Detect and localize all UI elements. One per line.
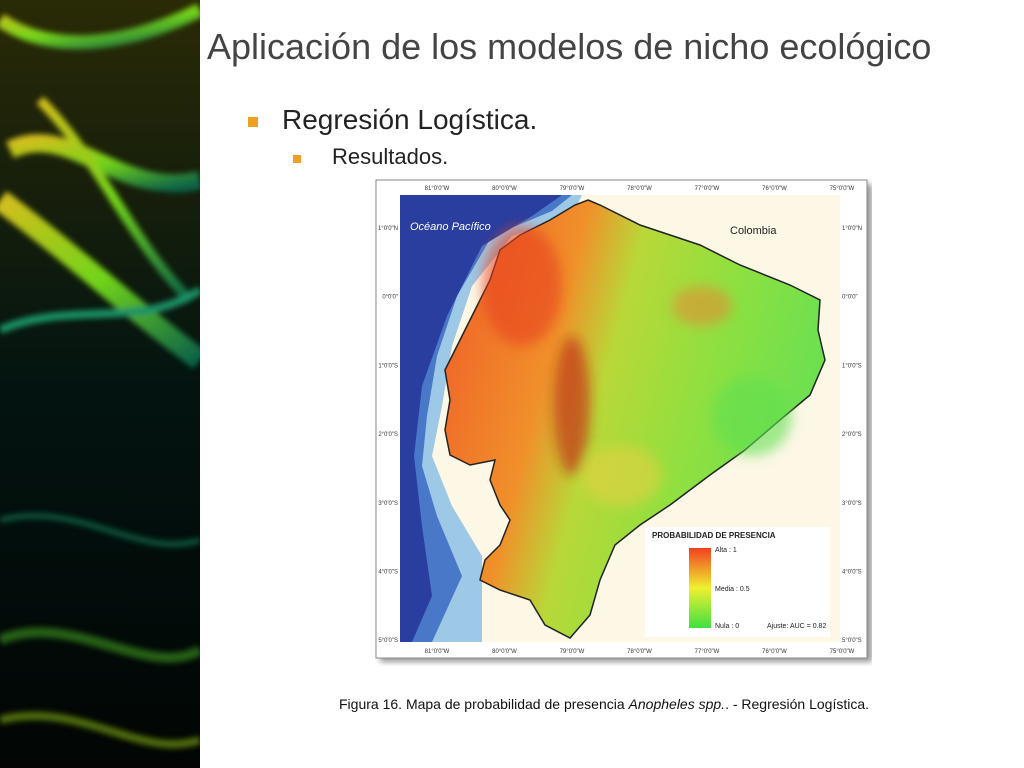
ocean-label: Océano Pacífico [410,221,491,233]
latitude-label: 4°0'0"S [378,570,398,576]
legend-ramp [689,548,711,628]
country-label: Colombia [730,225,777,237]
longitude-label: 81°0'0"W [425,186,450,192]
latitude-label: 1°0'0"N [378,226,398,232]
map-figure: Océano Pacífico Colombia PROBABILIDAD DE… [375,179,872,662]
longitude-label: 80°0'0"W [492,186,517,192]
map-texture [482,226,792,506]
longitude-label: 77°0'0"W [695,186,720,192]
caption-text: Mapa de probabilidad de presencia [405,696,625,712]
caption: Figura 16. Mapa de probabilidad de prese… [339,696,869,712]
longitude-label: 77°0'0"W [695,649,720,655]
sub-bullet: Resultados. [332,144,449,169]
caption-suffix: . - Regresión Logística. [725,696,870,712]
latitude-label: 1°0'0"S [842,363,862,369]
latitude-label: 4°0'0"S [842,570,862,576]
bullet: Regresión Logística. [282,104,538,135]
decorative-band [0,0,200,768]
longitude-label: 81°0'0"W [425,649,450,655]
legend-box [645,527,830,637]
latitude-label: 1°0'0"S [378,363,398,369]
latitude-label: 0°0'0" [382,295,398,301]
legend-high: Alta : 1 [715,547,737,554]
longitude-label: 79°0'0"W [560,649,585,655]
bullet-marker [293,155,301,163]
longitude-label: 79°0'0"W [560,186,585,192]
caption-species: Anopheles spp. [628,696,726,712]
legend-low: Nula : 0 [715,623,739,630]
longitude-label: 80°0'0"W [492,649,517,655]
legend-title: PROBABILIDAD DE PRESENCIA [652,531,776,540]
bullet-marker [248,117,258,127]
latitude-label: 3°0'0"S [378,501,398,507]
longitude-label: 78°0'0"W [627,186,652,192]
longitude-label: 76°0'0"W [762,649,787,655]
caption-label: Figura 16. [339,696,403,712]
latitude-label: 3°0'0"S [842,501,862,507]
slide-title: Aplicación de los modelos de nicho ecoló… [207,26,932,67]
latitude-label: 0°0'0" [842,295,858,301]
longitude-label: 78°0'0"W [627,649,652,655]
longitude-label: 75°0'0"W [830,649,855,655]
latitude-label: 5°0'0"S [842,638,862,644]
latitude-label: 1°0'0"N [842,226,862,232]
latitude-label: 2°0'0"S [842,432,862,438]
legend-medium: Media : 0.5 [715,586,750,593]
legend-fit: Ajuste: AUC = 0.82 [767,623,826,630]
latitude-label: 2°0'0"S [378,432,398,438]
longitude-label: 76°0'0"W [762,186,787,192]
longitude-label: 75°0'0"W [830,186,855,192]
latitude-label: 5°0'0"S [378,638,398,644]
